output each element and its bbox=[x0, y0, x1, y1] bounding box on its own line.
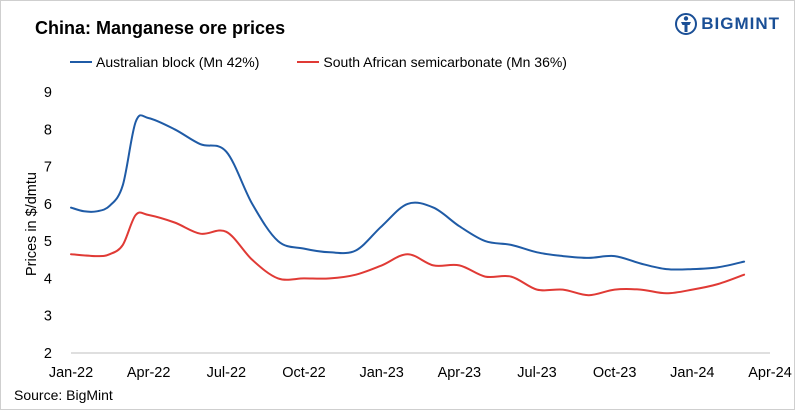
x-tick-label: Jul-23 bbox=[517, 365, 557, 381]
x-tick-label: Apr-23 bbox=[438, 365, 482, 381]
chart-title: China: Manganese ore prices bbox=[35, 18, 286, 38]
y-tick-label: 3 bbox=[44, 309, 52, 325]
x-tick-label: Jan-22 bbox=[49, 365, 93, 381]
y-axis-title: Prices in $/dmtu bbox=[24, 172, 40, 276]
series-line-australian-block bbox=[70, 114, 746, 271]
x-axis: Jan-22 Apr-22 Jul-22 Oct-22 Jan-23 Apr-23 Jul-… bbox=[49, 352, 792, 381]
legend-swatch-south-african bbox=[297, 61, 320, 63]
x-tick-label: Jul-22 bbox=[207, 365, 247, 381]
y-tick-label: 7 bbox=[44, 160, 52, 176]
x-tick-label: Oct-22 bbox=[282, 365, 326, 381]
source-note: Source: BigMint bbox=[14, 387, 113, 403]
series-line-south-african-semicarbonate bbox=[70, 211, 746, 297]
x-tick-label: Jan-24 bbox=[670, 365, 714, 381]
legend-label-south-african: South African semicarbonate (Mn 36%) bbox=[323, 54, 567, 70]
legend-item-australian: Australian block (Mn 42%) bbox=[70, 54, 259, 70]
legend-swatch-australian bbox=[70, 61, 92, 63]
y-tick-label: 2 bbox=[44, 346, 52, 362]
x-tick-label: Jan-23 bbox=[359, 365, 403, 381]
x-tick-label: Oct-23 bbox=[593, 365, 637, 381]
series-layer bbox=[70, 114, 746, 297]
brand-logo: BIGMINT bbox=[675, 12, 780, 36]
chart-legend: Australian block (Mn 42%) South African … bbox=[70, 54, 605, 70]
y-tick-label: 6 bbox=[44, 197, 52, 213]
y-tick-label: 4 bbox=[44, 271, 52, 287]
y-axis: 2 3 4 5 6 7 8 9 bbox=[44, 85, 52, 362]
y-tick-label: 5 bbox=[44, 234, 52, 250]
bigmint-logo-icon bbox=[675, 13, 698, 35]
legend-label-australian: Australian block (Mn 42%) bbox=[96, 54, 260, 70]
legend-item-south-african: South African semicarbonate (Mn 36%) bbox=[297, 54, 567, 70]
x-tick-label: Apr-24 bbox=[748, 365, 792, 381]
brand-name: BIGMINT bbox=[701, 14, 780, 33]
y-tick-label: 9 bbox=[44, 85, 52, 101]
y-tick-label: 8 bbox=[44, 122, 52, 138]
x-tick-label: Apr-22 bbox=[127, 365, 171, 381]
